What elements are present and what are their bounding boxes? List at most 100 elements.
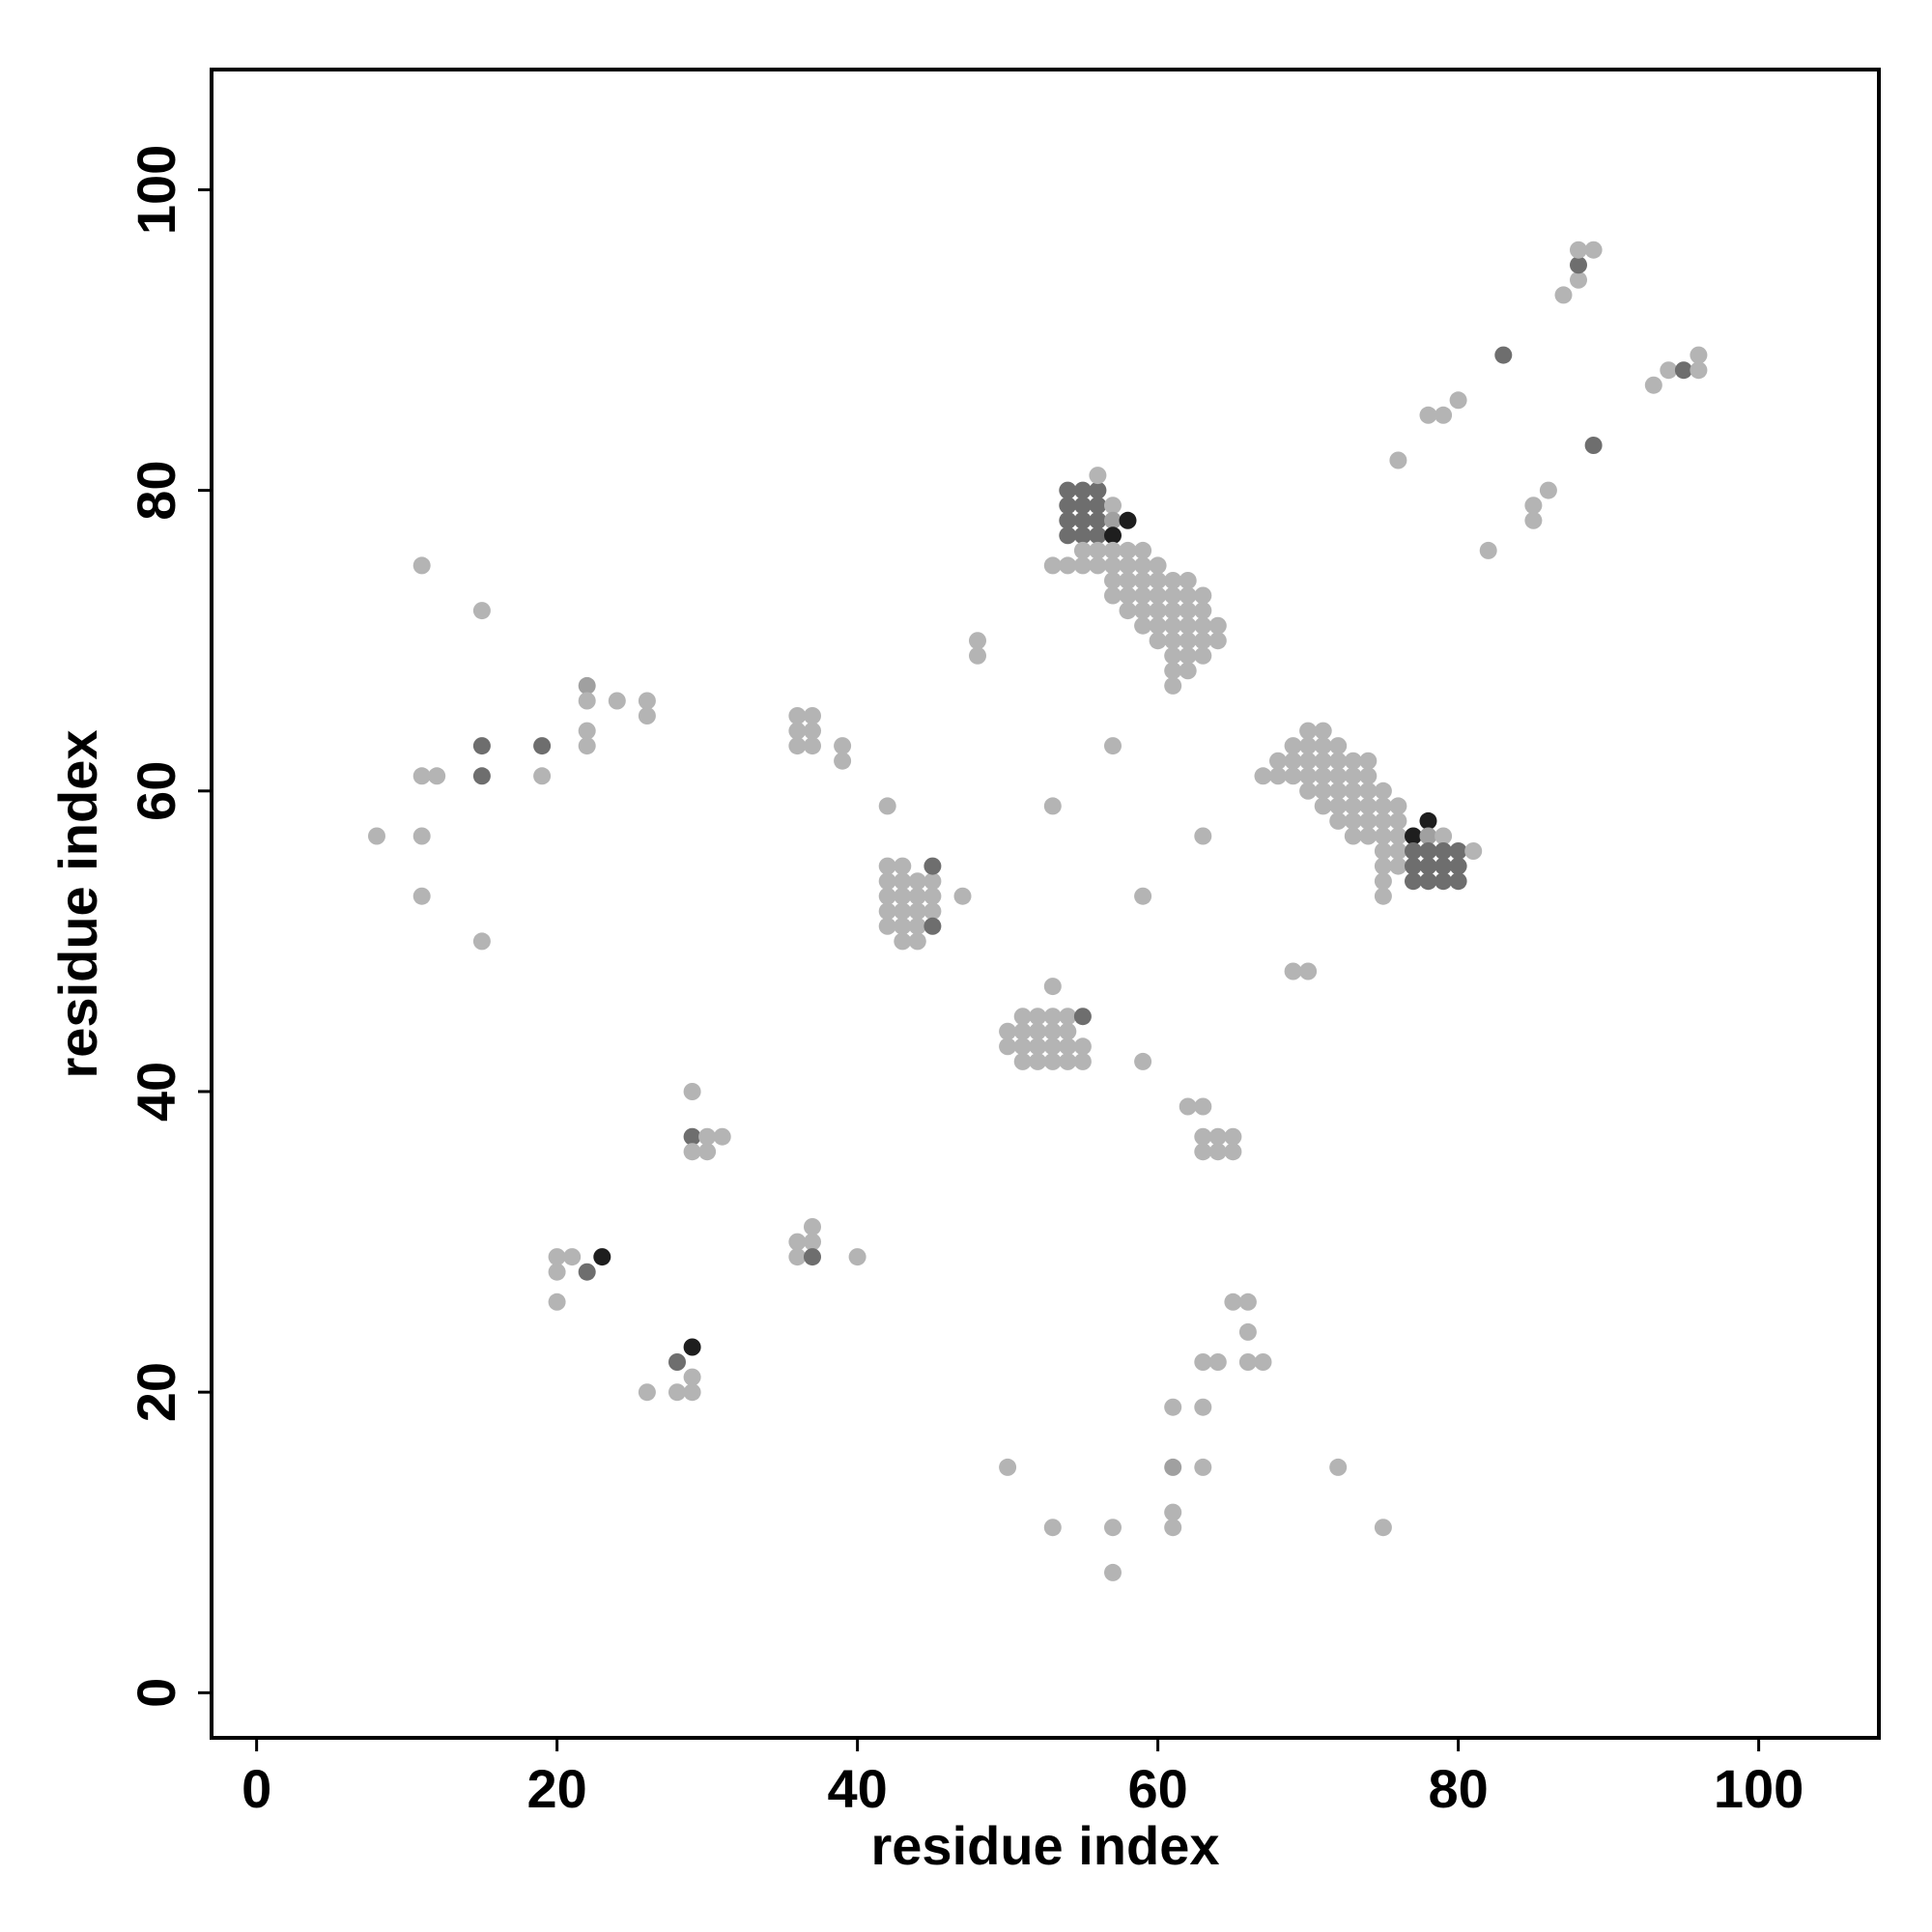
- data-point: [1149, 586, 1167, 605]
- data-point: [1419, 811, 1437, 830]
- data-point: [1374, 781, 1392, 800]
- data-point: [1104, 586, 1122, 605]
- data-points: [368, 241, 1708, 1581]
- data-point: [1299, 962, 1318, 980]
- data-point: [1674, 361, 1692, 380]
- data-point: [1389, 827, 1407, 845]
- data-point: [1419, 857, 1437, 875]
- data-point: [1179, 646, 1197, 665]
- data-point: [1134, 556, 1152, 575]
- data-point: [1374, 887, 1392, 905]
- data-point: [1194, 632, 1212, 650]
- data-point: [1104, 1519, 1122, 1537]
- data-point: [1359, 827, 1378, 845]
- data-point: [1029, 1022, 1047, 1040]
- data-point: [1269, 752, 1287, 770]
- data-point: [1164, 632, 1182, 650]
- data-point: [953, 887, 972, 905]
- x-tick-label: 100: [1714, 1758, 1804, 1819]
- data-point: [1449, 391, 1467, 410]
- data-point: [1194, 616, 1212, 635]
- data-point: [1149, 556, 1167, 575]
- data-point: [1419, 872, 1437, 891]
- data-point: [1164, 1519, 1182, 1537]
- data-point: [1419, 406, 1437, 424]
- data-point: [1224, 1127, 1242, 1146]
- data-point: [638, 707, 656, 724]
- data-point: [698, 1143, 717, 1161]
- data-point: [1164, 676, 1182, 695]
- data-point: [1238, 1293, 1257, 1311]
- data-point: [1374, 827, 1392, 845]
- data-point: [1329, 781, 1348, 800]
- data-point: [923, 887, 942, 905]
- data-point: [428, 767, 446, 785]
- data-point: [788, 707, 807, 724]
- x-tick-label: 40: [827, 1758, 887, 1819]
- data-point: [1149, 602, 1167, 620]
- data-point: [908, 932, 926, 951]
- data-point: [1479, 541, 1497, 559]
- data-point: [1179, 662, 1197, 680]
- data-point: [1119, 572, 1137, 589]
- data-point: [1224, 1293, 1242, 1311]
- data-point: [578, 676, 596, 695]
- data-point: [1104, 737, 1122, 755]
- data-point: [1134, 541, 1152, 559]
- data-point: [1194, 1127, 1212, 1146]
- data-point: [848, 1248, 867, 1266]
- data-point: [683, 1368, 701, 1386]
- data-point: [834, 752, 852, 770]
- data-point: [1435, 827, 1453, 845]
- data-point: [1405, 857, 1422, 875]
- data-point: [1194, 1143, 1212, 1161]
- data-point: [1405, 842, 1422, 860]
- data-point: [1029, 1052, 1047, 1070]
- data-point: [1119, 511, 1137, 529]
- data-point: [1405, 872, 1422, 891]
- data-point: [1043, 1052, 1062, 1070]
- data-point: [1314, 797, 1332, 815]
- data-point: [1299, 752, 1318, 770]
- data-point: [878, 887, 896, 905]
- data-point: [1029, 1008, 1047, 1026]
- data-point: [1043, 1037, 1062, 1056]
- data-point: [1644, 376, 1662, 394]
- data-point: [1089, 467, 1107, 485]
- data-point: [1179, 632, 1197, 650]
- data-point: [472, 767, 491, 785]
- data-point: [788, 722, 807, 740]
- data-point: [1539, 481, 1557, 499]
- data-point: [1389, 451, 1407, 469]
- data-point: [683, 1083, 701, 1100]
- data-point: [1089, 556, 1107, 575]
- data-point: [412, 767, 431, 785]
- data-point: [1314, 722, 1332, 740]
- data-point: [1013, 1022, 1032, 1040]
- data-point: [1013, 1008, 1032, 1026]
- data-point: [563, 1248, 582, 1266]
- data-point: [999, 1458, 1017, 1476]
- data-point: [668, 1353, 686, 1371]
- data-point: [638, 692, 656, 710]
- data-point: [1329, 767, 1348, 785]
- data-point: [1043, 556, 1062, 575]
- data-point: [1208, 616, 1227, 635]
- data-point: [1284, 962, 1302, 980]
- data-point: [1374, 842, 1392, 860]
- data-point: [804, 707, 821, 724]
- y-axis: 0 20 40 60 80 100: [126, 145, 212, 1708]
- data-point: [1119, 586, 1137, 605]
- data-point: [1164, 1398, 1182, 1416]
- data-point: [1059, 526, 1077, 545]
- data-point: [804, 1248, 821, 1266]
- data-point: [923, 857, 942, 875]
- data-point: [788, 737, 807, 755]
- data-point: [1449, 872, 1467, 891]
- data-point: [713, 1127, 731, 1146]
- data-point: [412, 556, 431, 575]
- data-point: [1073, 1037, 1092, 1056]
- data-point: [894, 872, 912, 891]
- data-point: [788, 1248, 807, 1266]
- data-point: [1344, 811, 1362, 830]
